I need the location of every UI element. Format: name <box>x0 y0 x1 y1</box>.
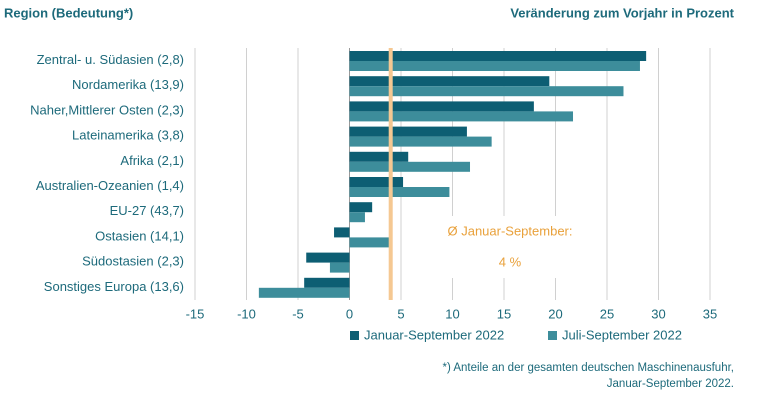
x-tick-label: -5 <box>292 306 304 321</box>
category-label: Zentral- u. Südasien (2,8) <box>37 52 184 67</box>
footnote: Januar-September 2022. <box>607 378 734 390</box>
bar <box>349 136 492 147</box>
bar <box>304 277 350 288</box>
category-label: Afrika (2,1) <box>120 153 184 168</box>
bar <box>349 187 450 197</box>
annotation-box <box>412 216 580 278</box>
legend-label: Juli-September 2022 <box>562 327 682 342</box>
category-label: Lateinamerika (3,8) <box>72 128 184 143</box>
x-tick-label: -15 <box>186 306 205 321</box>
x-tick-label: 10 <box>445 306 459 321</box>
category-label: Naher,Mittlerer Osten (2,3) <box>30 102 184 117</box>
x-tick-label: 20 <box>548 306 562 321</box>
header-right: Veränderung zum Vorjahr in Prozent <box>510 5 734 20</box>
x-tick-label: 35 <box>703 306 717 321</box>
bar <box>334 227 350 238</box>
x-tick-label: 25 <box>600 306 614 321</box>
bar <box>349 237 390 248</box>
x-tick-label: 30 <box>651 306 665 321</box>
bar <box>349 101 534 112</box>
category-label: Australien-Ozeanien (1,4) <box>36 178 184 193</box>
bar <box>349 51 647 61</box>
bar <box>329 262 350 273</box>
x-tick-label: -10 <box>237 306 256 321</box>
category-label: Ostasien (14,1) <box>95 228 184 243</box>
bar <box>349 126 467 137</box>
annotation-value: 4 % <box>499 254 522 269</box>
bar <box>349 151 409 162</box>
annotation-label: Ø Januar-September: <box>447 223 572 238</box>
x-tick-label: 5 <box>397 306 404 321</box>
bar <box>306 252 350 263</box>
footnote: *) Anteile an der gesamten deutschen Mas… <box>442 362 734 374</box>
bar <box>349 202 373 213</box>
category-label: Sonstiges Europa (13,6) <box>44 279 184 294</box>
legend-label: Januar-September 2022 <box>364 327 504 342</box>
bar <box>349 177 404 187</box>
bar <box>349 111 574 122</box>
legend-swatch <box>350 331 359 340</box>
header-left: Region (Bedeutung*) <box>4 5 133 20</box>
category-label: Nordamerika (13,9) <box>72 77 184 92</box>
bar <box>349 86 624 97</box>
bar <box>258 287 350 298</box>
x-tick-label: 15 <box>497 306 511 321</box>
bar <box>349 161 471 172</box>
bar <box>349 76 550 87</box>
legend-swatch <box>548 331 557 340</box>
bar <box>349 212 365 223</box>
x-tick-label: 0 <box>346 306 353 321</box>
category-label: EU-27 (43,7) <box>110 203 184 218</box>
bar <box>349 61 640 71</box>
category-label: Südostasien (2,3) <box>82 254 184 269</box>
